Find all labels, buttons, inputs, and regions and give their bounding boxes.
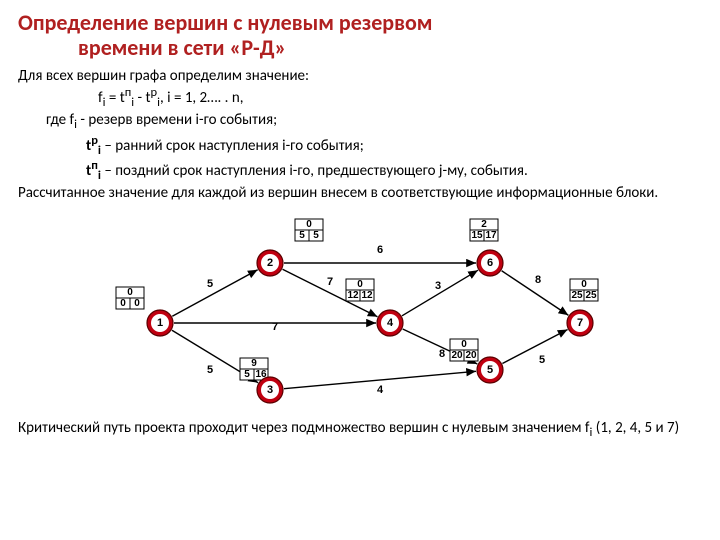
paragraph-2: Рассчитанное значение для каждой из верш… xyxy=(18,184,702,203)
svg-text:0: 0 xyxy=(134,298,140,309)
svg-text:9: 9 xyxy=(251,358,257,369)
where-tn: tпi – поздний срок наступления i-го, пре… xyxy=(86,158,702,184)
svg-text:8: 8 xyxy=(439,348,445,360)
svg-text:20: 20 xyxy=(465,350,477,361)
svg-text:4: 4 xyxy=(377,384,384,396)
svg-text:5: 5 xyxy=(539,354,545,366)
svg-text:5: 5 xyxy=(313,230,319,241)
where-fi: где fi - резерв времени i-го события; xyxy=(46,111,702,133)
svg-text:0: 0 xyxy=(120,298,126,309)
svg-text:5: 5 xyxy=(207,278,213,290)
svg-text:6: 6 xyxy=(487,257,493,269)
svg-text:4: 4 xyxy=(387,317,394,329)
svg-text:7: 7 xyxy=(327,276,333,288)
svg-text:5: 5 xyxy=(207,364,213,376)
title-line-2: времени в сети «Р-Д» xyxy=(78,34,286,61)
svg-text:0: 0 xyxy=(357,279,363,290)
svg-text:20: 20 xyxy=(451,350,463,361)
title-line-1: Определение вершин с нулевым резервом xyxy=(18,9,433,36)
svg-text:0: 0 xyxy=(127,287,133,298)
where-tp: tрi – ранний срок наступления i-го событ… xyxy=(86,133,702,159)
svg-text:5: 5 xyxy=(487,364,493,376)
svg-text:5: 5 xyxy=(299,230,305,241)
svg-text:25: 25 xyxy=(585,290,597,301)
svg-text:3: 3 xyxy=(267,384,273,396)
svg-text:15: 15 xyxy=(471,230,483,241)
svg-text:0: 0 xyxy=(581,279,587,290)
paragraph-1: Для всех вершин графа определим значение… xyxy=(18,67,702,86)
slide-title: Определение вершин с нулевым резервом вр… xyxy=(18,10,702,61)
svg-text:12: 12 xyxy=(347,290,359,301)
svg-text:25: 25 xyxy=(571,290,583,301)
svg-text:12: 12 xyxy=(361,290,373,301)
svg-text:1: 1 xyxy=(157,317,163,329)
svg-text:5: 5 xyxy=(244,369,250,380)
svg-text:6: 6 xyxy=(377,244,383,256)
svg-text:0: 0 xyxy=(461,339,467,350)
svg-text:0: 0 xyxy=(306,219,312,230)
formula-line: fi = tпi - tрi, i = 1, 2…. . n, xyxy=(98,85,702,111)
svg-text:2: 2 xyxy=(481,219,487,230)
svg-text:7: 7 xyxy=(272,321,278,333)
body-text: Для всех вершин графа определим значение… xyxy=(18,67,702,203)
svg-text:3: 3 xyxy=(435,280,441,292)
footer-text: Критический путь проекта проходит через … xyxy=(18,419,702,441)
svg-text:8: 8 xyxy=(535,274,541,286)
svg-text:2: 2 xyxy=(267,257,273,269)
svg-text:17: 17 xyxy=(485,230,497,241)
network-diagram: 5577643858000055951601212020202151702525… xyxy=(90,205,630,415)
svg-text:7: 7 xyxy=(577,317,583,329)
